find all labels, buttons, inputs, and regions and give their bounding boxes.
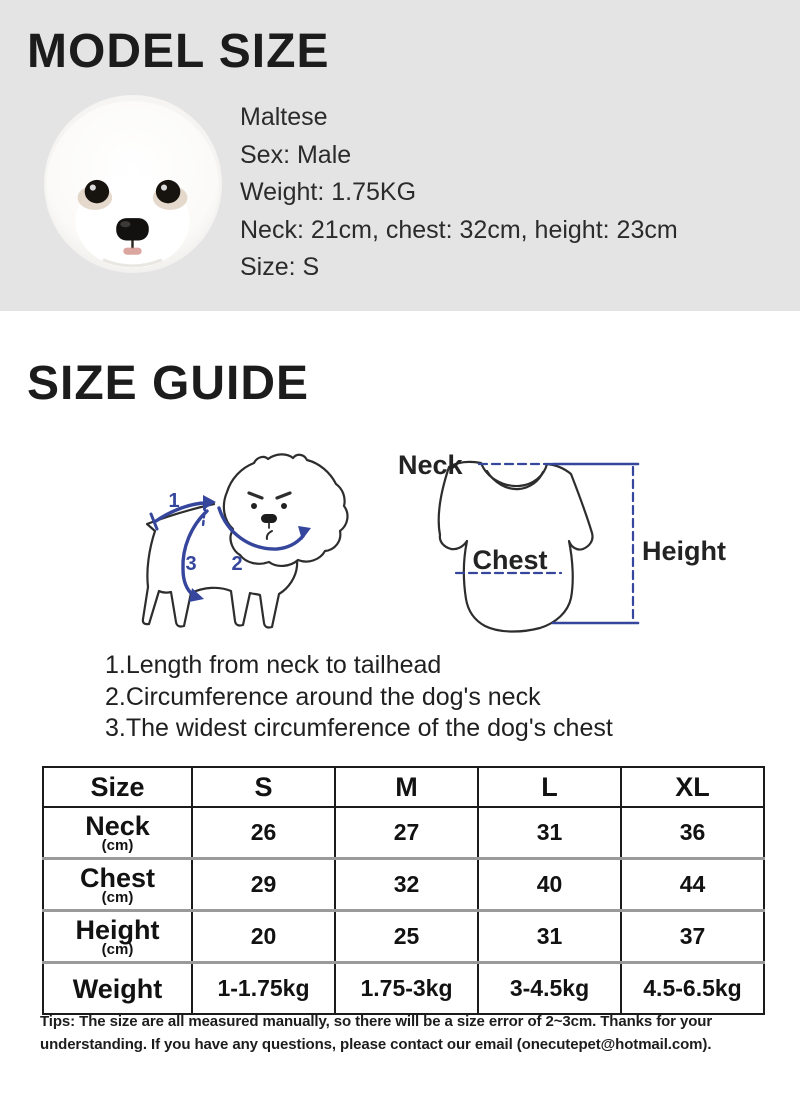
maltese-face-illustration [44, 95, 222, 273]
model-breed: Maltese [240, 103, 328, 131]
cell-value: 44 [620, 857, 765, 912]
dog-nose [261, 514, 277, 523]
row-label-weight: Weight [42, 961, 193, 1015]
dog-left-eyebrow [247, 491, 264, 500]
cell-value: 31 [477, 909, 622, 964]
table-row-height: Height (cm) 20 25 31 37 [42, 909, 765, 964]
tshirt-sketch [437, 460, 594, 633]
cell-value: 1-1.75kg [191, 961, 336, 1015]
model-info-line-measures: Neck: 21cm, chest: 32cm, height: 23cm [240, 215, 678, 244]
dog-measure-marks: 1 2 3 [149, 490, 311, 602]
cell-value: 4.5-6.5kg [620, 961, 765, 1015]
dog-right-eyebrow [275, 491, 292, 500]
cell-value: 20 [191, 909, 336, 964]
neck-label: Neck [398, 450, 464, 480]
cell-value: 3-4.5kg [477, 961, 622, 1015]
col-header-m: M [334, 766, 479, 808]
cell-value: 40 [477, 857, 622, 912]
cell-value: 36 [620, 806, 765, 860]
model-info-line-sex: Sex: Male [240, 140, 352, 169]
measure-arrow-1 [154, 501, 208, 523]
row-label-height: Height (cm) [42, 909, 193, 964]
dog-right-eye [281, 503, 287, 509]
col-header-l: L [477, 766, 622, 808]
cell-value: 25 [334, 909, 479, 964]
cell-value: 27 [334, 806, 479, 860]
chest-label: Chest [472, 545, 547, 575]
col-header-s: S [191, 766, 336, 808]
col-header-xl: XL [620, 766, 765, 808]
measure-arrow-2 [217, 506, 305, 551]
table-row-weight: Weight 1-1.75kg 1.75-3kg 3-4.5kg 4.5-6.5… [42, 961, 765, 1015]
model-info-line-weight: Weight: 1.75KG [240, 178, 417, 206]
dog-sketch [141, 453, 349, 629]
maltese-photo [44, 95, 222, 273]
model-info: Maltese Sex: Male Weight: 1.75KG Neck: 2… [240, 99, 678, 287]
size-table: Size S M L XL Neck (cm) 26 27 31 36 Chest… [42, 766, 765, 1015]
cell-value: 26 [191, 806, 336, 860]
collar-inner-line [485, 469, 545, 491]
shirt-measure-lines [454, 462, 640, 625]
size-guide-title: SIZE GUIDE [27, 357, 310, 410]
measure-2-label: 2 [231, 553, 242, 575]
model-size-section: MODEL SIZE [0, 0, 800, 311]
dog-left-eye [251, 503, 257, 509]
measure-arrow-3 [181, 509, 209, 597]
tips-text: The size are all measured manually, so t… [40, 1013, 713, 1054]
instruction-item-1: 1.Length from neck to tailhead [105, 651, 442, 679]
measurement-diagram: 1 2 3 Neck Chest Height [141, 450, 726, 633]
height-label: Height [642, 536, 726, 566]
cell-value: 32 [334, 857, 479, 912]
measure-3-label: 3 [185, 553, 196, 575]
dog-mouth [265, 530, 273, 540]
instruction-item-2: 2.Circumference around the dog's neck [105, 682, 541, 711]
table-row-chest: Chest (cm) 29 32 40 44 [42, 857, 765, 912]
col-header-size: Size [42, 766, 193, 808]
table-row-neck: Neck (cm) 26 27 31 36 [42, 806, 765, 860]
size-table-header-row: Size S M L XL [42, 766, 765, 808]
tips-label: Tips: [40, 1013, 76, 1030]
cell-value: 1.75-3kg [334, 961, 479, 1015]
row-label-chest: Chest (cm) [42, 857, 193, 912]
row-label-neck: Neck (cm) [42, 806, 193, 860]
instruction-item-3: 3.The widest circumference of the dog's … [105, 714, 613, 742]
cell-value: 37 [620, 909, 765, 964]
tips-note: Tips: The size are all measured manually… [40, 1010, 778, 1057]
model-size-title: MODEL SIZE [27, 25, 330, 78]
model-info-line-size: Size: S [240, 253, 320, 281]
instructions-list: 1.Length from neck to tailhead 2.Circumf… [105, 650, 613, 745]
cell-value: 29 [191, 857, 336, 912]
cell-value: 31 [477, 806, 622, 860]
measure-1-label: 1 [168, 490, 179, 512]
